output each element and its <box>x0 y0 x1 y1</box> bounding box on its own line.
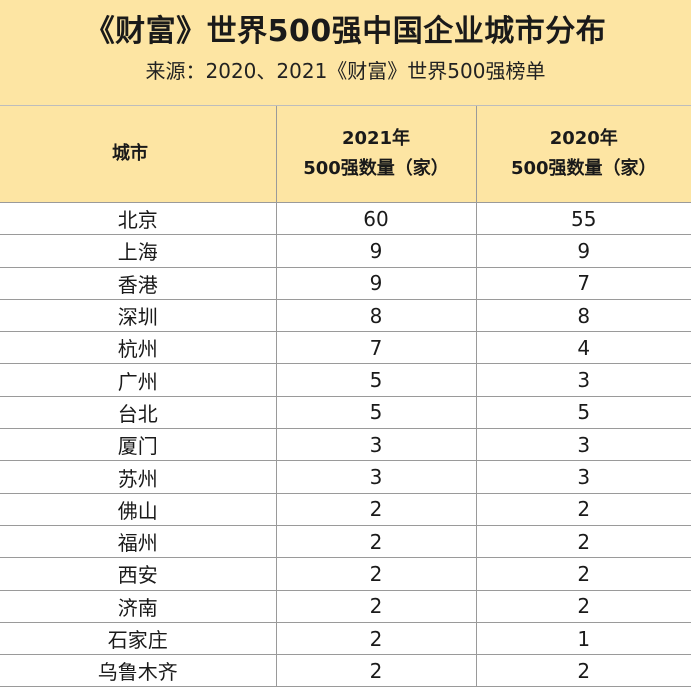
cell-count-2020: 8 <box>475 299 691 333</box>
city-distribution-table: 城市 2021年 500强数量（家） 2020年 500强数量（家） 北京 60 5… <box>0 105 691 687</box>
cell-count-2020: 3 <box>475 363 691 397</box>
table-row: 苏州 3 3 <box>0 460 691 494</box>
cell-count-2021: 2 <box>275 525 476 559</box>
cell-city: 杭州 <box>0 331 276 365</box>
column-header-2020-unit: 500强数量（家） <box>510 158 657 179</box>
cell-count-2021: 5 <box>275 363 476 397</box>
table-body: 北京 60 55 上海 9 9 香港 9 7 深圳 8 8 杭州 7 4 广州 5 3 台北 5 5 厦门 3 3 苏州 3 3 佛山… <box>0 202 691 687</box>
table-row: 北京 60 55 <box>0 202 691 236</box>
cell-count-2021: 9 <box>275 234 476 268</box>
column-header-2020: 2020年 500强数量（家） <box>475 105 691 203</box>
column-header-2021-unit: 500强数量（家） <box>303 158 449 179</box>
cell-city: 福州 <box>0 525 276 559</box>
cell-city: 苏州 <box>0 460 276 494</box>
cell-count-2021: 9 <box>275 267 476 300</box>
table-row: 济南 2 2 <box>0 590 691 623</box>
cell-city: 香港 <box>0 267 276 300</box>
cell-count-2020: 2 <box>475 525 691 559</box>
cell-count-2021: 5 <box>275 396 476 430</box>
cell-city: 台北 <box>0 396 276 430</box>
title-banner: 《财富》世界500强中国企业城市分布 来源：2020、2021《财富》世界500… <box>0 0 691 105</box>
cell-count-2021: 2 <box>275 557 476 591</box>
cell-count-2021: 60 <box>275 202 476 236</box>
cell-city: 北京 <box>0 202 276 236</box>
table-row: 台北 5 5 <box>0 396 691 430</box>
cell-count-2021: 3 <box>275 460 476 494</box>
cell-city: 厦门 <box>0 428 276 462</box>
source-subtitle: 来源：2020、2021《财富》世界500强榜单 <box>145 59 546 83</box>
cell-count-2020: 5 <box>475 396 691 430</box>
cell-city: 深圳 <box>0 299 276 333</box>
column-header-2021-year: 2021年 <box>341 128 411 149</box>
table-row: 广州 5 3 <box>0 363 691 397</box>
table-row: 深圳 8 8 <box>0 299 691 333</box>
cell-count-2021: 2 <box>275 622 476 656</box>
cell-count-2020: 2 <box>475 557 691 591</box>
cell-count-2020: 1 <box>475 622 691 656</box>
table-row: 西安 2 2 <box>0 557 691 591</box>
table-row: 上海 9 9 <box>0 234 691 268</box>
cell-city: 广州 <box>0 363 276 397</box>
cell-city: 济南 <box>0 590 276 623</box>
cell-city: 西安 <box>0 557 276 591</box>
cell-count-2020: 2 <box>475 493 691 526</box>
cell-count-2021: 8 <box>275 299 476 333</box>
table-row: 厦门 3 3 <box>0 428 691 462</box>
cell-count-2020: 2 <box>475 590 691 623</box>
column-header-2020-year: 2020年 <box>549 128 618 149</box>
page-title: 《财富》世界500强中国企业城市分布 <box>84 14 607 49</box>
cell-count-2020: 4 <box>475 331 691 365</box>
table-row: 佛山 2 2 <box>0 493 691 526</box>
cell-count-2020: 7 <box>475 267 691 300</box>
cell-city: 乌鲁木齐 <box>0 654 276 687</box>
cell-count-2020: 2 <box>475 654 691 687</box>
table-row: 香港 9 7 <box>0 267 691 300</box>
cell-count-2021: 3 <box>275 428 476 462</box>
cell-count-2020: 55 <box>475 202 691 236</box>
cell-city: 石家庄 <box>0 622 276 656</box>
cell-count-2020: 3 <box>475 460 691 494</box>
table-row: 杭州 7 4 <box>0 331 691 365</box>
cell-count-2021: 2 <box>275 654 476 687</box>
table-header-row: 城市 2021年 500强数量（家） 2020年 500强数量（家） <box>0 105 691 203</box>
cell-city: 佛山 <box>0 493 276 526</box>
column-header-city: 城市 <box>0 105 276 203</box>
table-row: 石家庄 2 1 <box>0 622 691 656</box>
table-row: 乌鲁木齐 2 2 <box>0 654 691 687</box>
cell-count-2020: 9 <box>475 234 691 268</box>
column-header-city-label: 城市 <box>112 143 148 164</box>
table-row: 福州 2 2 <box>0 525 691 559</box>
cell-city: 上海 <box>0 234 276 268</box>
cell-count-2020: 3 <box>475 428 691 462</box>
cell-count-2021: 2 <box>275 590 476 623</box>
column-header-2021: 2021年 500强数量（家） <box>275 105 476 203</box>
cell-count-2021: 2 <box>275 493 476 526</box>
cell-count-2021: 7 <box>275 331 476 365</box>
